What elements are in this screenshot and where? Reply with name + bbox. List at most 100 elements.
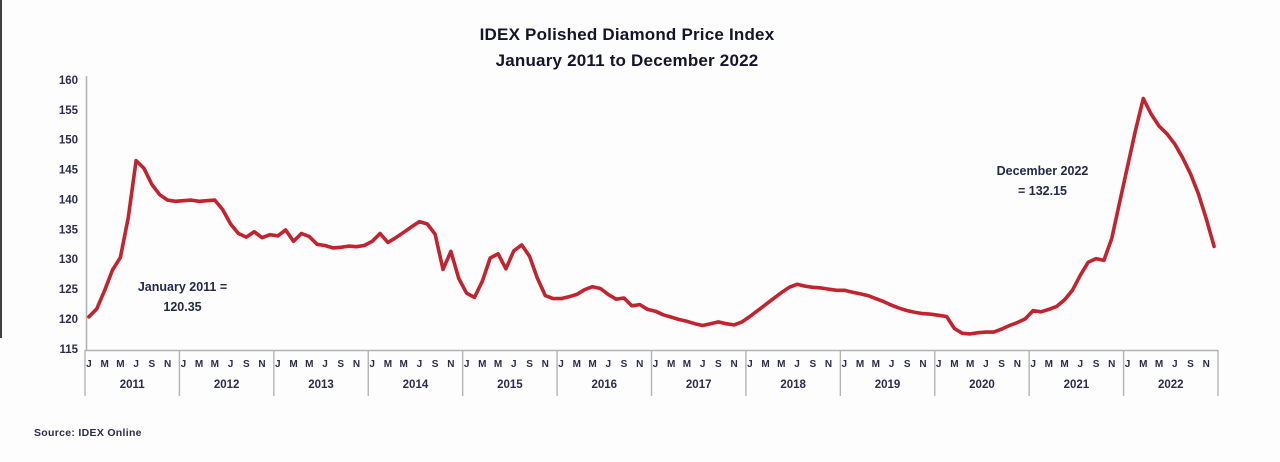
x-axis-year-label: 2012 xyxy=(214,379,240,391)
x-axis-month-label: M xyxy=(399,359,407,370)
x-axis-month-label: J xyxy=(181,359,187,370)
annotation-january-2011-value: 120.35 xyxy=(163,300,202,314)
x-axis-month-label: M xyxy=(950,359,958,370)
x-axis-month-label: N xyxy=(164,359,171,370)
y-axis-tick-label: 155 xyxy=(59,105,79,117)
x-axis-month-label: S xyxy=(809,359,816,370)
screenshot-left-edge-artifact xyxy=(0,0,2,338)
x-axis-month-label: M xyxy=(872,359,880,370)
x-axis-year-label: 2014 xyxy=(403,379,429,391)
x-axis-month-label: M xyxy=(1139,359,1147,370)
x-axis-year-label: 2021 xyxy=(1064,379,1090,391)
x-axis-month-label: J xyxy=(86,359,92,370)
x-axis-month-label: J xyxy=(417,359,423,370)
x-axis-month-label: J xyxy=(133,359,139,370)
x-axis-month-label: J xyxy=(1172,359,1178,370)
x-axis-month-label: M xyxy=(100,359,108,370)
x-axis-month-label: S xyxy=(337,359,344,370)
x-axis-month-label: M xyxy=(966,359,974,370)
x-axis-year-label: 2015 xyxy=(497,379,523,391)
x-axis-month-label: M xyxy=(683,359,691,370)
x-axis-month-label: J xyxy=(464,359,470,370)
x-axis-year-label: 2016 xyxy=(591,379,617,391)
x-axis-month-label: M xyxy=(305,359,313,370)
annotation-december-2022-label: December 2022 xyxy=(996,164,1089,178)
x-axis-month-label: S xyxy=(621,359,628,370)
x-axis-month-label: M xyxy=(573,359,581,370)
x-axis-month-label: S xyxy=(715,359,722,370)
chart-title-line2: January 2011 to December 2022 xyxy=(495,51,759,70)
x-axis-month-label: M xyxy=(761,359,769,370)
x-axis-month-label: M xyxy=(856,359,864,370)
x-axis-month-label: N xyxy=(730,359,737,370)
x-axis-month-label: J xyxy=(275,359,281,370)
chart-title: IDEX Polished Diamond Price Index Januar… xyxy=(0,22,1254,74)
x-axis-month-label: J xyxy=(1125,359,1131,370)
x-axis-month-label: N xyxy=(542,359,549,370)
x-axis-month-label: M xyxy=(116,359,124,370)
x-axis-month-label: S xyxy=(149,359,156,370)
x-axis-month-label: S xyxy=(243,359,250,370)
x-axis-month-label: M xyxy=(667,359,675,370)
x-axis-month-label: M xyxy=(494,359,502,370)
annotation-january-2011: January 2011 = 120.35 xyxy=(110,277,255,317)
x-axis-month-label: N xyxy=(258,359,265,370)
y-axis-tick-label: 120 xyxy=(59,314,78,326)
x-axis-year-label: 2011 xyxy=(120,379,146,391)
x-axis-month-label: M xyxy=(384,359,392,370)
chart-title-line1: IDEX Polished Diamond Price Index xyxy=(479,25,775,44)
x-axis-month-label: S xyxy=(904,359,911,370)
x-axis-month-label: S xyxy=(998,359,1005,370)
x-axis-month-label: J xyxy=(983,359,989,370)
x-axis-month-label: S xyxy=(432,359,439,370)
x-axis-month-label: J xyxy=(841,359,847,370)
x-axis-month-label: J xyxy=(511,359,517,370)
x-axis-month-label: M xyxy=(211,359,219,370)
y-axis-tick-label: 135 xyxy=(59,224,79,236)
x-axis-month-label: S xyxy=(1093,359,1100,370)
x-axis-month-label: M xyxy=(195,359,203,370)
x-axis-month-label: N xyxy=(1014,359,1021,370)
y-axis-tick-label: 125 xyxy=(59,284,79,296)
x-axis-month-label: J xyxy=(700,359,706,370)
x-axis-month-label: M xyxy=(588,359,596,370)
x-axis-month-label: J xyxy=(369,359,375,370)
x-axis-month-label: M xyxy=(1045,359,1053,370)
y-axis-tick-label: 160 xyxy=(59,75,78,87)
x-axis-month-label: M xyxy=(1155,359,1163,370)
x-axis-month-label: J xyxy=(794,359,800,370)
x-axis-month-label: J xyxy=(558,359,564,370)
annotation-january-2011-label: January 2011 = xyxy=(137,280,228,294)
x-axis-year-label: 2017 xyxy=(686,379,712,391)
x-axis-month-label: N xyxy=(825,359,832,370)
x-axis-year-label: 2013 xyxy=(308,379,334,391)
source-note: Source: IDEX Online xyxy=(34,427,142,439)
x-axis-month-label: S xyxy=(526,359,533,370)
x-axis-month-label: J xyxy=(747,359,753,370)
x-axis-month-label: N xyxy=(1108,359,1115,370)
x-axis-month-label: S xyxy=(1187,359,1194,370)
price-index-line-series xyxy=(87,96,1216,336)
y-axis-tick-label: 130 xyxy=(59,254,78,266)
x-axis-month-label: J xyxy=(605,359,611,370)
x-axis-month-label: J xyxy=(1030,359,1036,370)
x-axis-year-label: 2020 xyxy=(969,379,995,391)
y-axis-tick-label: 145 xyxy=(59,165,79,177)
x-axis-month-label: M xyxy=(777,359,785,370)
x-axis-month-label: N xyxy=(919,359,926,370)
x-axis-year-label: 2022 xyxy=(1158,379,1184,391)
x-axis-month-label: N xyxy=(447,359,454,370)
x-axis-month-label: J xyxy=(889,359,895,370)
x-axis-year-label: 2019 xyxy=(875,379,901,391)
x-axis-month-label: J xyxy=(322,359,328,370)
y-axis-tick-label: 115 xyxy=(59,344,78,356)
annotation-december-2022-value: = 132.15 xyxy=(1017,184,1067,198)
x-axis-year-label: 2018 xyxy=(780,379,806,391)
x-axis-month-label: M xyxy=(1060,359,1068,370)
x-axis-month-label: N xyxy=(636,359,643,370)
x-axis-month-label: N xyxy=(1203,359,1210,370)
x-axis-month-label: M xyxy=(289,359,297,370)
x-axis-month-label: J xyxy=(653,359,659,370)
y-axis-tick-label: 150 xyxy=(59,135,78,147)
